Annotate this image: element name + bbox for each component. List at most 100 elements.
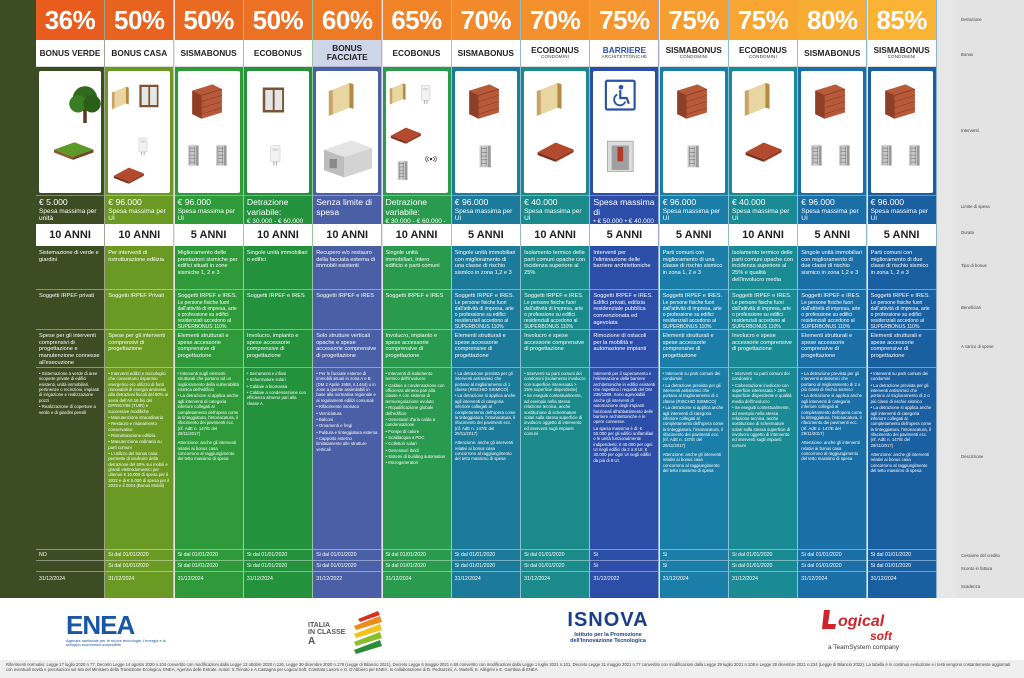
beneficiaries-text: Soggetti IRPEF e IRES. (454, 293, 515, 299)
description-cell: • Sistemazione a verde di aree scoperte … (36, 368, 104, 550)
beneficiaries-text: Soggetti IRPEF e IRES. (870, 293, 930, 299)
detraction-value: 60% (321, 4, 373, 35)
bonus-name-cell: SISMABONUS CONDOMINI (659, 40, 728, 67)
label-bonus: Bonus (961, 52, 974, 58)
invoice-discount-cell (36, 561, 104, 572)
credit-transfer-cell: Si (590, 550, 659, 561)
detraction-percent: 85% (867, 0, 936, 40)
description-cell: Interventi per il superamento e l'elimin… (590, 368, 659, 550)
isnova-logo: ISNOVA Istituto per la Promozione dell'I… (548, 610, 668, 644)
boiler-icon (420, 85, 430, 104)
credit-transfer-cell: Si dal 01/01/2020 (105, 550, 174, 561)
invoice-discount-value: Si dal 01/01/2020 (524, 563, 565, 569)
detraction-percent: 50% (105, 0, 174, 40)
duration-value: 5 ANNI (190, 229, 227, 241)
detraction-percent: 70% (521, 0, 590, 40)
deadline-value: 31/12/2024 (246, 576, 273, 582)
deadline-cell: 31/12/2024 (244, 572, 312, 594)
invoice-discount-value: Si dal 01/01/2020 (246, 563, 288, 569)
bonus-subtitle: CONDOMINI (748, 53, 778, 59)
description-item: • Schermature solari (246, 377, 286, 383)
description-item: • Generatori d'aria calda a condensazion… (385, 416, 436, 428)
credit-transfer-value: Si (662, 552, 668, 558)
beneficiaries-cell: Soggetti IRPEF e IRES. Le persone fisiche… (174, 290, 243, 330)
intervention-images (177, 71, 240, 193)
limit-value: € 96.000 (108, 197, 142, 207)
duration-cell: 10 ANNI (105, 224, 174, 246)
spending-limit: € 5.000 Spesa massima per unità (36, 195, 104, 224)
deadline-cell: 31/12/2024 (521, 572, 589, 594)
beneficiaries-cell: Soggetti IRPEF e IRES. Le persone fisiche… (521, 290, 590, 330)
credit-transfer-cell: Si dal 01/01/2020 (729, 550, 797, 561)
intervention-images (385, 71, 448, 193)
invoice-discount-cell: Si dal 01/01/2020 (243, 561, 312, 572)
detraction-value: 75% (737, 4, 789, 35)
duration-cell: 5 ANNI (798, 224, 867, 246)
eligible-costs-text: Elementi strutturali e spese accessorie … (454, 333, 506, 360)
brick-wall-icon (676, 84, 707, 119)
eligible-costs-cell: Rimozione di ostacoli per la mobilità e … (590, 330, 659, 368)
duration-value: 10 ANNI (395, 229, 438, 241)
bonus-column: 75% SISMABONUS CONDOMINI € 96.000 Spesa mass… (659, 0, 729, 598)
invoice-discount-cell: Si dal 01/01/2020 (521, 561, 590, 572)
bonus-type-text: Singole unità immobiliari con migliorame… (454, 250, 516, 277)
duration-value: 10 ANNI (326, 229, 369, 241)
deadline-cell: 31/12/2024 (729, 572, 797, 594)
bonus-type-cell: Sistemazione di verde e giardini (36, 247, 104, 290)
brick-wall-icon (884, 84, 915, 119)
deadline-value: 31/12/2022 (316, 576, 343, 582)
rebar-column-icon (839, 144, 850, 166)
bonus-column: 50% SISMABONUS € 96.000 Spesa massima per U… (174, 0, 244, 598)
beneficiaries-text: Soggetti IRPEF e IRES (246, 293, 305, 299)
duration-value: 5 ANNI (883, 229, 920, 241)
bonus-column: 50% ECOBONUS Detrazione variabile: € 30.000… (243, 0, 313, 598)
credit-transfer-cell: Si dal 01/01/2020 (313, 550, 382, 561)
description-list: • Serramenti e infissi • Schermature sola… (247, 371, 309, 406)
bonus-name: SISMABONUS (873, 45, 930, 56)
intervention-images (39, 71, 101, 193)
detraction-value: 36% (44, 4, 96, 35)
eligible-costs-cell: Involucro, impianto e spese accessorie c… (382, 330, 451, 368)
bonus-type-cell: Singole unità immobiliari, intero edific… (382, 247, 451, 290)
beneficiaries-cell: Soggetti IRPEF e IRES (243, 290, 312, 330)
eligible-costs-text: Elementi strutturali e spese accessorie … (177, 333, 229, 360)
description-item: • Caldaie a condensazione con efficienza… (385, 382, 445, 404)
description-item: • Interventi su parti comuni dei condomi… (732, 371, 790, 382)
bonus-name: SISMABONUS (665, 45, 722, 56)
deadline-value: 31/12/2024 (870, 576, 897, 582)
description-list: • Interventi sugli elementi strutturali … (178, 371, 240, 436)
rebar-column-icon (215, 144, 227, 166)
enea-name: ENEA (66, 610, 135, 640)
beneficiaries-cell: Soggetti IRPEF e IRES. Le persone fisiche… (659, 290, 728, 330)
deadline-value: 31/12/2024 (732, 576, 758, 582)
limit-text: € 30.000 - € 60.000 (246, 217, 304, 225)
row-labels-strip (957, 0, 1024, 598)
beneficiaries-text: Soggetti IRPEF privati (39, 293, 95, 299)
deadline-value: 31/12/2024 (39, 576, 65, 582)
description-item: • Interventi edilizi e tecnologici che c… (108, 371, 169, 414)
boiler-icon (270, 145, 281, 166)
description-list: Interventi per il superamento e l'elimin… (593, 371, 655, 463)
invoice-discount-cell: Si dal 01/01/2020 (729, 561, 797, 572)
beneficiaries-note: Le persone fisiche fuori dall'attività d… (454, 299, 514, 330)
credit-transfer-cell: Si dal 01/01/2020 (798, 550, 867, 561)
description-item: • Per le facciate esterne di immobili si… (316, 371, 376, 403)
credit-transfer-value: Si dal 01/01/2020 (246, 552, 288, 558)
deadline-value: 31/12/2024 (524, 576, 551, 582)
bonus-name-cell: BARRIERE ARCHITETTONICHE (590, 40, 659, 67)
description-cell: • Serramenti e infissi • Schermature sola… (243, 368, 312, 550)
detraction-percent: 75% (590, 0, 659, 40)
grass-icon (54, 142, 94, 160)
beneficiaries-note: Le persone fisiche fuori dall'attività d… (801, 299, 861, 330)
deadline-value: 31/12/2022 (593, 576, 620, 582)
description-item: • Interventi sugli elementi strutturali … (177, 371, 239, 393)
intervention-illustration (262, 87, 284, 166)
eligible-costs-cell: Elementi strutturali e spese accessorie … (174, 330, 243, 368)
beneficiaries-cell: Soggetti IRPEF privati (36, 290, 104, 330)
invoice-discount-cell: Si dal 01/01/2020 (798, 561, 867, 572)
description-list: • La detrazione prevista per gli interve… (455, 371, 517, 436)
description-list: • Sistemazione a verde di aree scoperte … (39, 371, 101, 415)
rebar-column-icon (687, 144, 699, 168)
detraction-value: 70% (460, 4, 512, 35)
credit-transfer-cell: Si dal 01/01/2020 (382, 550, 451, 561)
